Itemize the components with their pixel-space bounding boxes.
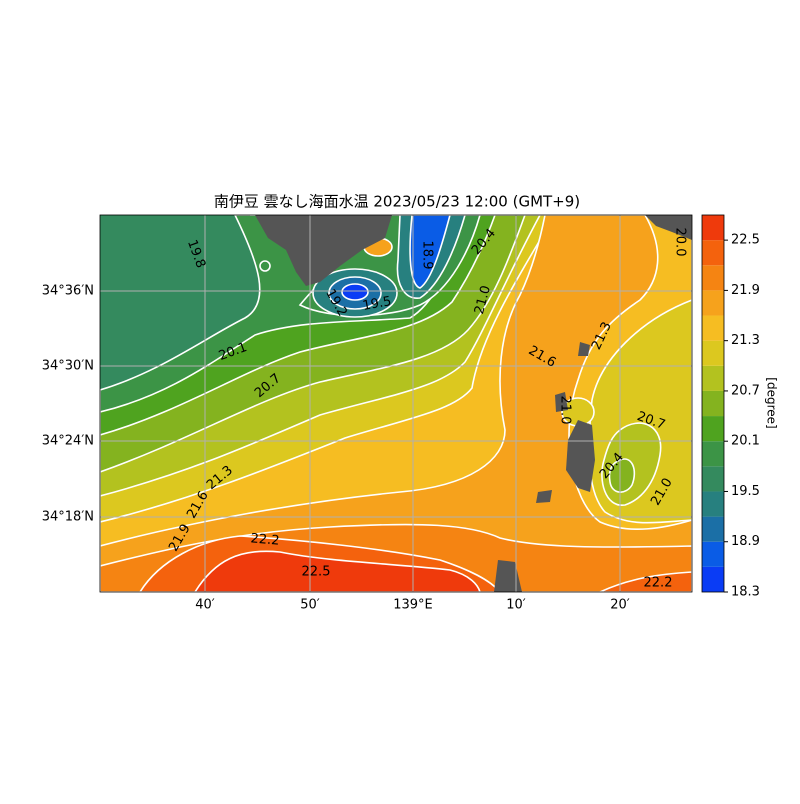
colorbar-band [702, 365, 724, 391]
colorbar-tick-label: 18.3 [731, 585, 760, 600]
colorbar-tick-label: 19.5 [731, 484, 760, 499]
colorbar-band [702, 416, 724, 442]
band [194, 550, 481, 592]
colorbar-band [702, 240, 724, 266]
colorbar-band [702, 541, 724, 567]
band [341, 283, 369, 301]
y-tick-label: 34°30′N [42, 359, 94, 374]
contour-label: 22.5 [302, 565, 331, 580]
colorbar: 18.3 18.9 19.5 20.1 20.7 21.3 21.9 22.5 [degree] [701, 214, 779, 600]
y-tick-label: 34°24′N [42, 434, 94, 449]
colorbar-tick-label: 22.5 [731, 233, 760, 248]
land [645, 215, 692, 240]
colorbar-band [702, 340, 724, 366]
colorbar-band [702, 390, 724, 417]
colorbar-tick-label: 21.3 [731, 333, 760, 348]
contour-label: 22.2 [250, 531, 280, 548]
contour-label: 18.9 [420, 241, 435, 270]
colorbar-tick-label: 21.9 [731, 283, 760, 298]
sst-field [100, 215, 692, 592]
colorbar-band [702, 466, 724, 492]
colorbar-band [702, 566, 724, 592]
colorbar-tick-label: 20.1 [731, 434, 760, 449]
contour-label: 22.2 [644, 576, 673, 591]
y-tick-label: 34°18′N [42, 510, 94, 525]
frame [99, 214, 693, 593]
colorbar-band [702, 290, 724, 316]
colorbar-band [702, 441, 724, 467]
colorbar-band [702, 516, 724, 542]
band [259, 260, 271, 272]
x-tick-label: 10′ [506, 598, 526, 613]
land [255, 215, 392, 286]
land [578, 342, 590, 356]
y-tick-label: 34°36′N [42, 284, 94, 299]
colorbar-frame [701, 214, 725, 593]
x-tick-label: 50′ [300, 598, 320, 613]
band [409, 215, 451, 289]
land [555, 392, 568, 412]
colorbar-tick-label: 20.7 [731, 383, 760, 398]
colorbar-band [702, 265, 724, 291]
graticule [100, 215, 692, 592]
x-tick-label: 40′ [195, 598, 215, 613]
contour-label: 19.5 [361, 294, 392, 314]
colorbar-band [702, 215, 724, 241]
colorbar-band [702, 491, 724, 517]
x-tick-label: 20′ [610, 598, 630, 613]
colorbar-label: [degree] [765, 377, 779, 428]
colorbar-band [702, 315, 724, 341]
x-tick-label: 139°E [393, 598, 433, 613]
contour-label: 20.0 [673, 228, 688, 257]
land [566, 420, 595, 492]
contour-label: 21.0 [558, 396, 573, 425]
title: 南伊豆 雲なし海面水温 2023/05/23 12:00 (GMT+9) [214, 193, 580, 211]
land [494, 560, 522, 592]
colorbar-tick-label: 18.9 [731, 534, 760, 549]
land [536, 490, 552, 503]
contour-label: 21.0 [472, 284, 494, 316]
